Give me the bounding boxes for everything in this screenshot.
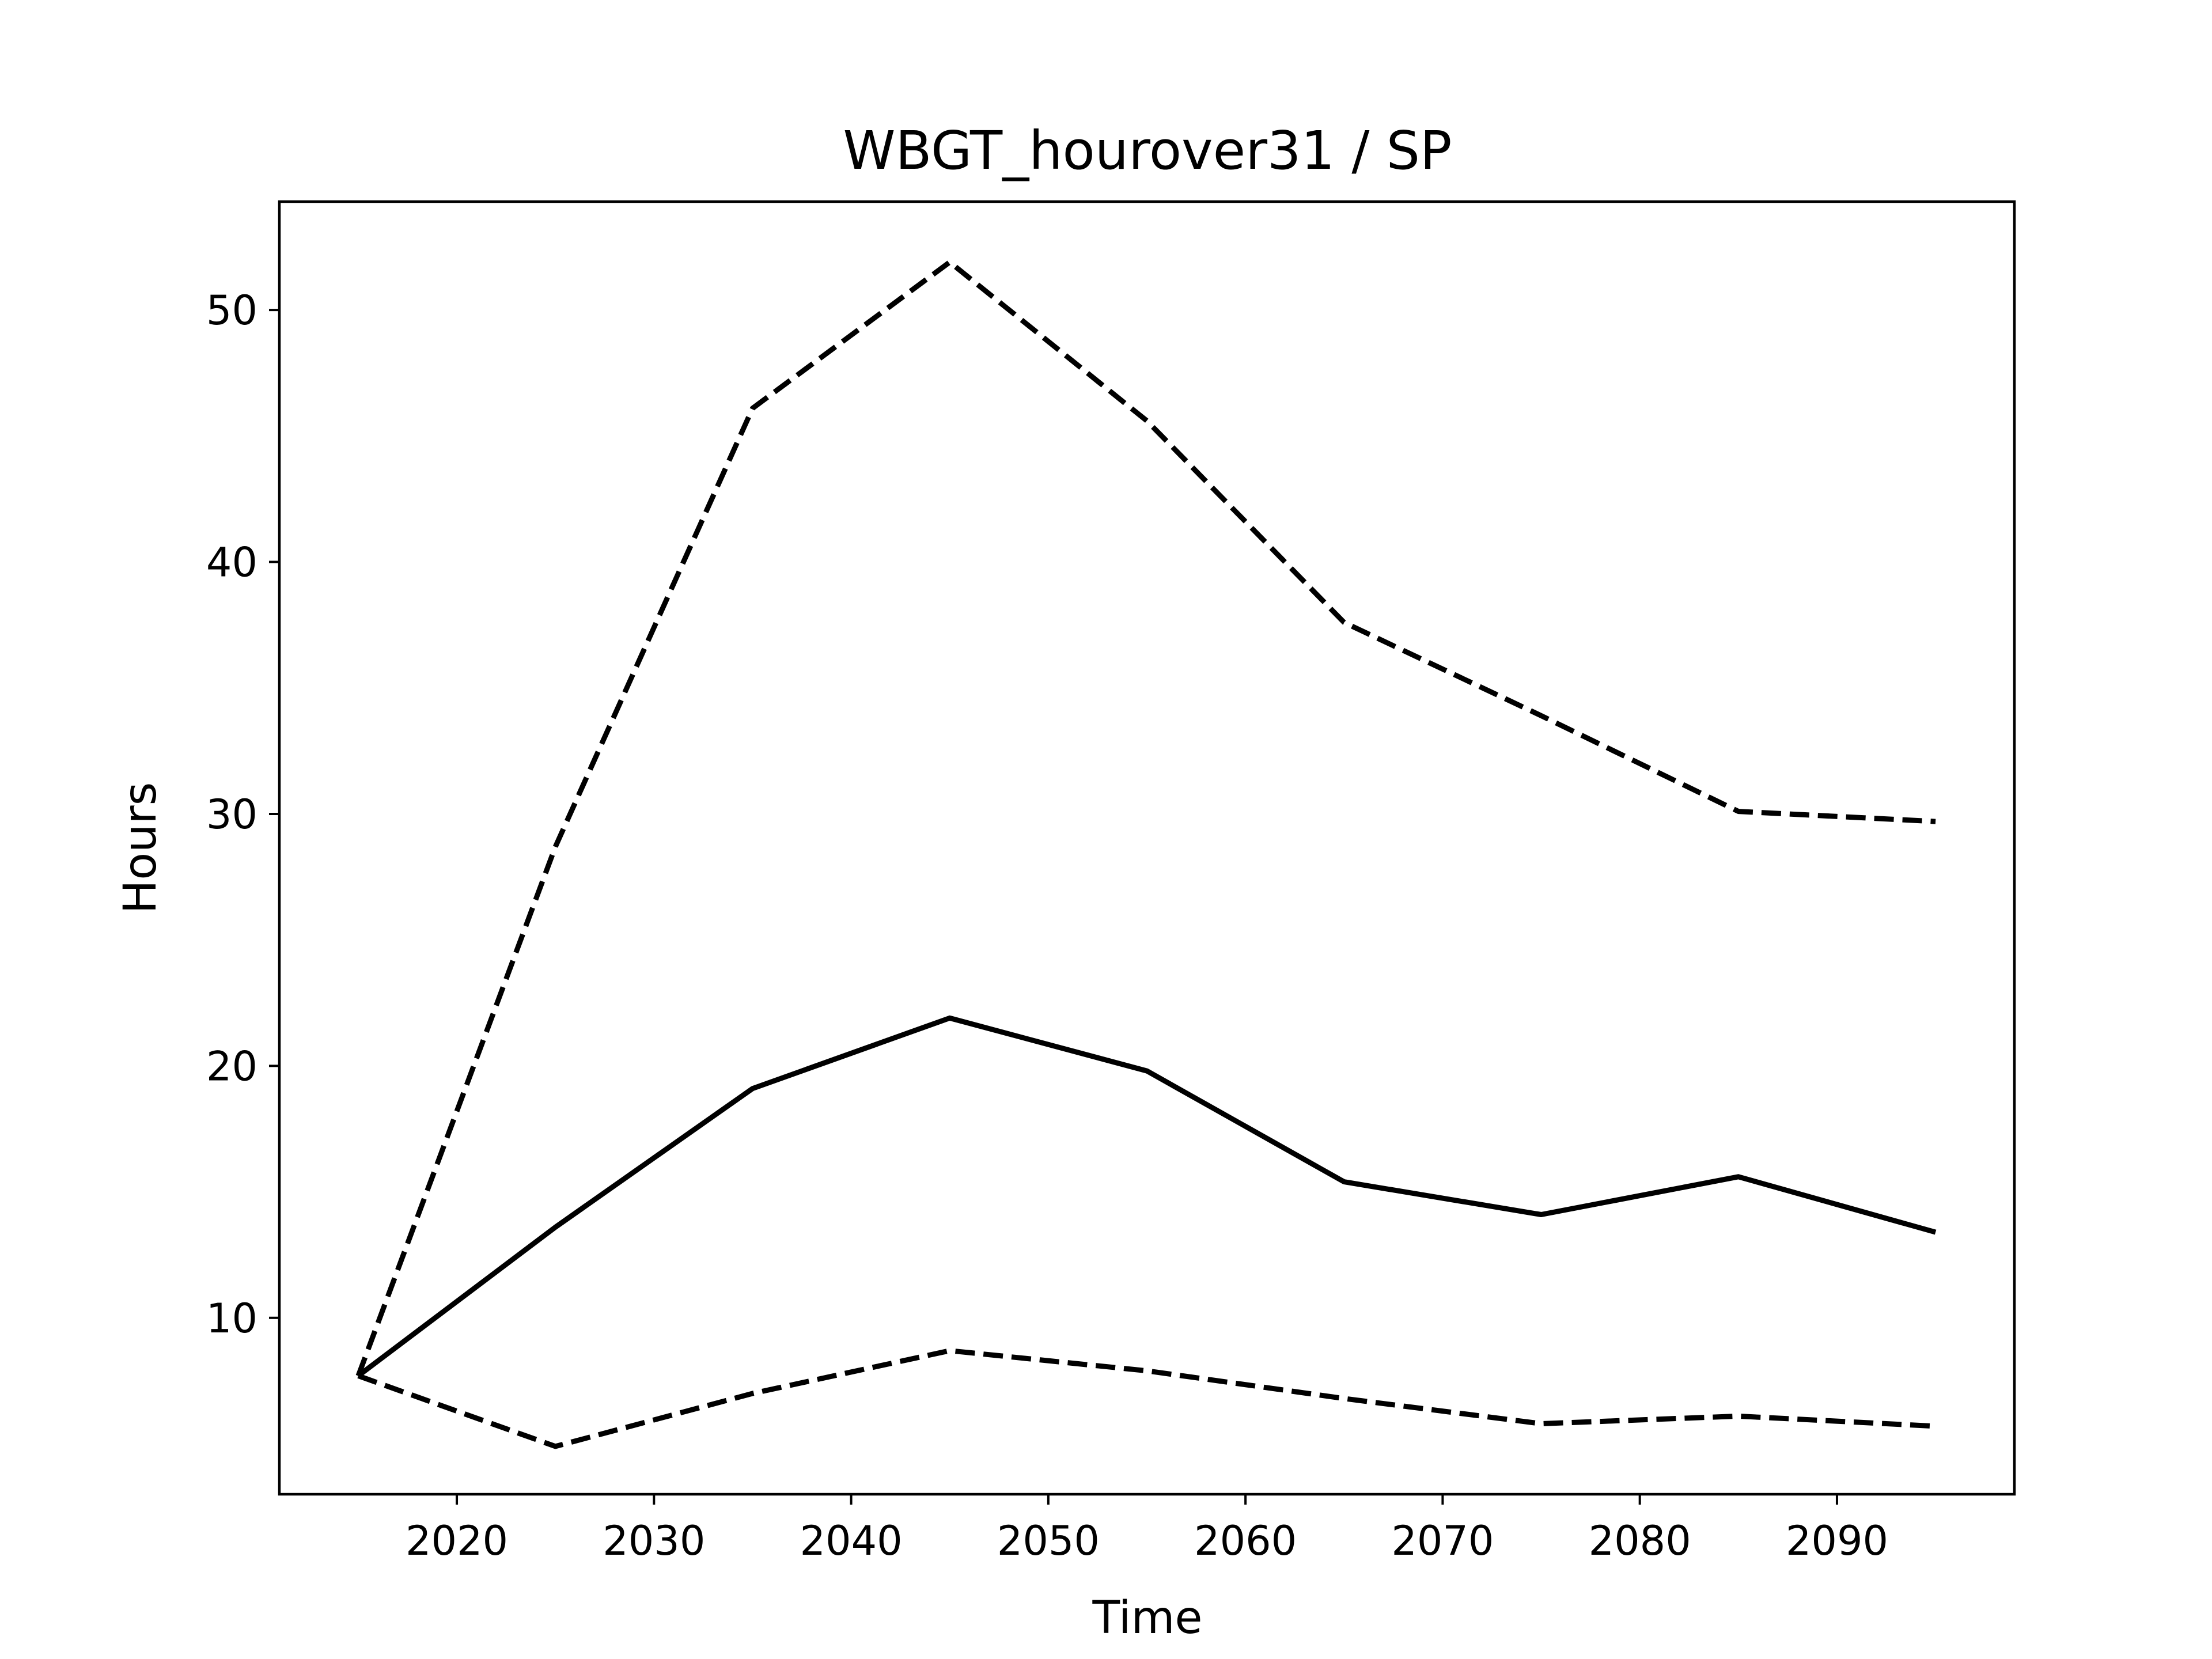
x-tick-label: 2090: [1786, 1517, 1888, 1565]
y-tick-label: 30: [206, 791, 257, 838]
chart-title: WBGT_hourover31 / SP: [843, 120, 1452, 181]
y-tick-label: 10: [206, 1295, 257, 1342]
series-layer: [355, 259, 1937, 1449]
series-line-1: [355, 259, 1936, 1377]
x-tick-label: 2030: [603, 1517, 705, 1565]
y-tick-label: 20: [206, 1043, 257, 1090]
x-axis-label: Time: [1092, 1592, 1203, 1644]
x-tick-label: 2020: [406, 1517, 508, 1565]
series-line-3: [357, 1348, 1936, 1449]
x-tick-label: 2080: [1589, 1517, 1691, 1565]
series-line-2: [357, 1015, 1937, 1378]
x-tick-label: 2050: [997, 1517, 1100, 1565]
plot-frame: [278, 200, 2016, 1496]
x-axis: 2020 2030 2040 2050 2060 2070 2080 2090: [406, 1494, 1888, 1565]
y-tick-label: 40: [206, 539, 257, 586]
y-tick-label: 50: [206, 287, 257, 334]
x-tick-label: 2040: [800, 1517, 903, 1565]
y-axis-label: Hours: [115, 782, 166, 914]
x-tick-label: 2070: [1391, 1517, 1494, 1565]
y-axis: 10 20 30 40 50: [206, 287, 279, 1342]
x-tick-label: 2060: [1194, 1517, 1297, 1565]
